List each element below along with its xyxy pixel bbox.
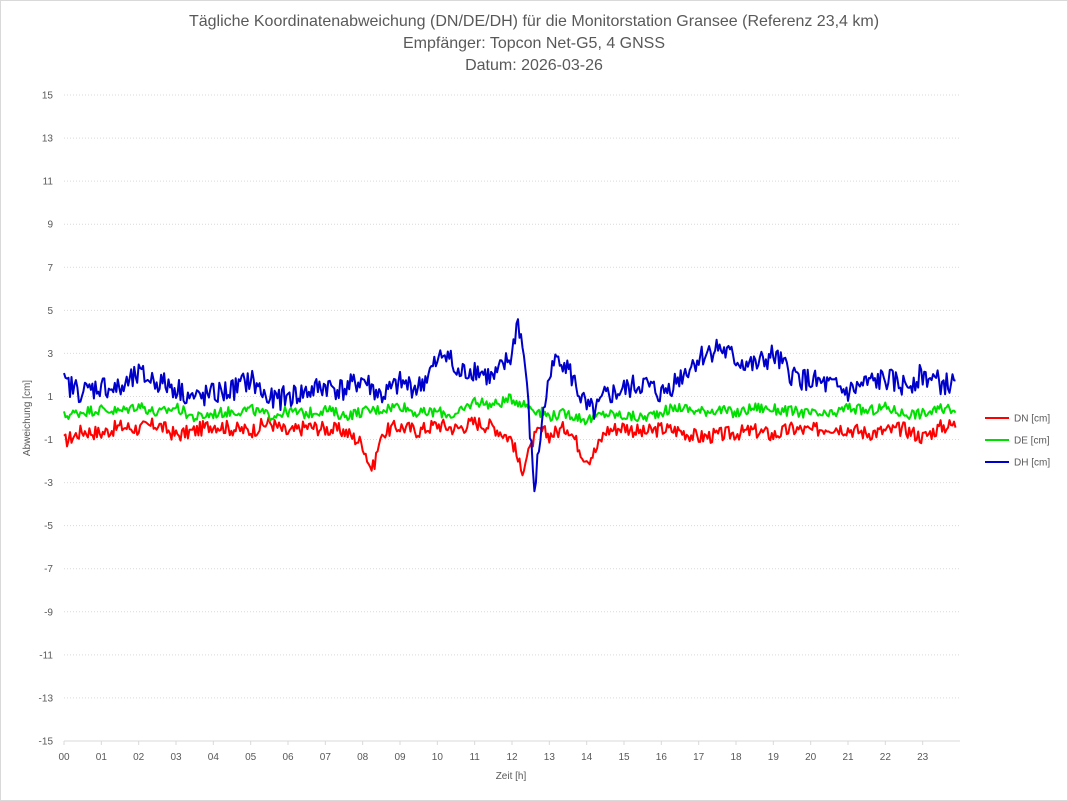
x-tick-label: 16 (656, 752, 668, 763)
x-tick-label: 17 (693, 752, 705, 763)
x-tick-label: 08 (357, 752, 369, 763)
series-line-0 (63, 416, 957, 477)
legend: DN [cm] DE [cm] DH [cm] (985, 414, 1050, 469)
series-line-1 (63, 393, 957, 426)
x-tick-label: 06 (282, 752, 294, 763)
x-tick-labels: 00 01 02 03 04 05 06 07 08 09 10 11 12 13 14 15 16 17 18 19… (58, 752, 928, 763)
legend-label: DH [cm] (1014, 458, 1050, 469)
gridlines (63, 94, 960, 745)
series-line-2 (63, 318, 956, 493)
y-axis-title: Abweichung [cm] (22, 380, 33, 456)
x-tick-label: 07 (320, 752, 332, 763)
series-lines (63, 318, 957, 493)
y-tick-label: 3 (47, 349, 53, 360)
y-tick-label: -15 (39, 737, 54, 748)
y-tick-label: 13 (42, 134, 54, 145)
legend-label: DN [cm] (1014, 414, 1050, 425)
y-tick-label: -5 (44, 521, 53, 532)
x-tick-label: 23 (917, 752, 929, 763)
y-tick-label: 5 (47, 306, 53, 317)
x-tick-label: 01 (96, 752, 108, 763)
y-tick-label: -13 (39, 693, 54, 704)
y-tick-label: -11 (39, 650, 53, 661)
y-tick-label: -3 (44, 478, 53, 489)
y-tick-label: 15 (42, 91, 54, 102)
x-tick-label: 05 (245, 752, 257, 763)
x-tick-label: 13 (544, 752, 556, 763)
x-tick-label: 14 (581, 752, 593, 763)
y-tick-label: 7 (47, 263, 53, 274)
x-tick-label: 03 (170, 752, 182, 763)
x-tick-label: 18 (730, 752, 742, 763)
x-axis-title: Zeit [h] (496, 771, 527, 782)
legend-label: DE [cm] (1014, 436, 1050, 447)
y-tick-label: 1 (47, 392, 53, 403)
x-tick-label: 10 (432, 752, 444, 763)
y-tick-label: 9 (47, 220, 53, 231)
y-tick-label: -1 (44, 435, 53, 446)
x-tick-label: 02 (133, 752, 145, 763)
y-tick-label: 11 (43, 177, 54, 188)
x-tick-label: 12 (506, 752, 518, 763)
x-tick-label: 11 (469, 752, 480, 763)
x-tick-label: 04 (208, 752, 220, 763)
y-tick-label: -9 (44, 607, 53, 618)
x-tick-label: 20 (805, 752, 817, 763)
chart-title: Tägliche Koordinatenabweichung (DN/DE/DH… (188, 13, 880, 30)
x-tick-label: 19 (768, 752, 780, 763)
y-tick-labels: 15 13 11 9 7 5 3 1 -1 -3 -5 -7 -9 -11 -13 -15 (39, 91, 54, 748)
y-tick-label: -7 (44, 564, 53, 575)
chart-subtitle-receiver: Empfänger: Topcon Net-G5, 4 GNSS (402, 35, 666, 52)
chart-titles: Tägliche Koordinatenabweichung (DN/DE/DH… (0, 11, 1068, 77)
x-tick-label: 15 (618, 752, 630, 763)
x-tick-label: 09 (394, 752, 406, 763)
x-tick-label: 00 (58, 752, 70, 763)
x-tick-label: 22 (880, 752, 892, 763)
chart-subtitle-date: Datum: 2026-03-26 (465, 57, 603, 74)
x-tick-label: 21 (842, 752, 854, 763)
